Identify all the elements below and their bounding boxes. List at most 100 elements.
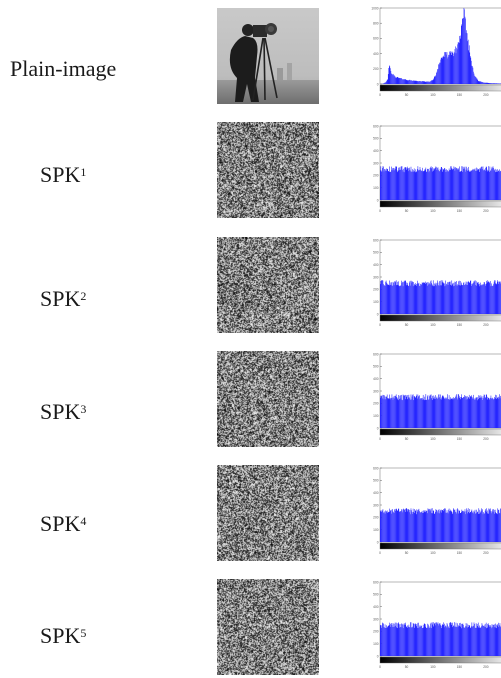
x-tick-label: 150 bbox=[457, 323, 463, 327]
x-tick-label: 200 bbox=[483, 437, 489, 441]
histogram-bar bbox=[393, 168, 394, 200]
y-tick-label: 0 bbox=[377, 312, 379, 316]
histogram-bar bbox=[448, 626, 449, 656]
histogram-bar bbox=[469, 171, 470, 200]
histogram-bar bbox=[459, 398, 460, 428]
histogram-bar bbox=[460, 623, 461, 656]
histogram-bar bbox=[449, 170, 450, 200]
histogram-bar bbox=[436, 166, 437, 200]
histogram-bar bbox=[451, 55, 452, 84]
y-tick-label: 500 bbox=[373, 251, 379, 255]
histogram-bar bbox=[468, 512, 469, 542]
histogram-bar bbox=[409, 80, 410, 84]
histogram-bar bbox=[450, 622, 451, 656]
histogram-bar bbox=[411, 627, 412, 656]
histogram-bar bbox=[440, 399, 441, 428]
histogram-bar bbox=[456, 512, 457, 542]
histogram-bar bbox=[454, 283, 455, 314]
histogram-bar bbox=[469, 52, 470, 84]
histogram-bar bbox=[385, 286, 386, 314]
histogram-bar bbox=[418, 81, 419, 84]
histogram-bar bbox=[444, 624, 445, 656]
histogram-bar bbox=[463, 169, 464, 200]
histogram-bar bbox=[411, 508, 412, 542]
histogram-bar bbox=[451, 280, 452, 314]
histogram-bar bbox=[395, 167, 396, 200]
histogram-bar bbox=[473, 626, 474, 656]
histogram-bar bbox=[407, 509, 408, 542]
histogram-bar bbox=[411, 281, 412, 314]
histogram-bar bbox=[436, 625, 437, 656]
histogram-bar bbox=[455, 627, 456, 656]
histogram-bar bbox=[482, 169, 483, 200]
histogram-bar bbox=[424, 169, 425, 200]
histogram-bar bbox=[438, 513, 439, 542]
histogram-bar bbox=[465, 626, 466, 656]
histogram-bar bbox=[413, 623, 414, 656]
histogram-bar bbox=[413, 400, 414, 428]
histogram-bar bbox=[450, 285, 451, 314]
histogram-bar bbox=[498, 514, 499, 542]
histogram-bar bbox=[480, 286, 481, 314]
histogram-bar bbox=[403, 282, 404, 314]
histogram-bar bbox=[413, 80, 414, 84]
histogram-bar bbox=[417, 628, 418, 656]
histogram-bar bbox=[396, 285, 397, 314]
histogram-chart: 10008006004002000050100150200250 bbox=[370, 4, 501, 106]
histogram-bar bbox=[395, 396, 396, 428]
x-tick-label: 150 bbox=[457, 665, 463, 669]
y-tick-label: 300 bbox=[373, 389, 379, 393]
histogram-bar bbox=[444, 170, 445, 200]
histogram-bar bbox=[441, 399, 442, 428]
histogram-bar bbox=[486, 508, 487, 542]
histogram-bar bbox=[382, 510, 383, 542]
histogram-bar bbox=[390, 512, 391, 542]
histogram-bar bbox=[431, 80, 432, 84]
histogram-bar bbox=[408, 628, 409, 656]
histogram-bar bbox=[410, 400, 411, 428]
histogram-bar bbox=[390, 66, 391, 84]
histogram-bar bbox=[491, 83, 492, 84]
histogram-bar bbox=[414, 168, 415, 200]
histogram-bar bbox=[452, 170, 453, 200]
histogram-bar bbox=[476, 397, 477, 428]
histogram-bar bbox=[384, 171, 385, 200]
histogram-bar bbox=[424, 624, 425, 656]
histogram-bar bbox=[387, 627, 388, 656]
histogram-bar bbox=[414, 284, 415, 314]
histogram-bar bbox=[433, 80, 434, 84]
histogram-bar bbox=[500, 623, 501, 656]
histogram-bar bbox=[440, 170, 441, 200]
histogram-bar bbox=[456, 168, 457, 200]
histogram-bar bbox=[475, 171, 476, 200]
histogram-bar bbox=[402, 170, 403, 200]
histogram-bar bbox=[460, 281, 461, 314]
histogram-bar bbox=[387, 398, 388, 428]
histogram-bar bbox=[449, 400, 450, 428]
histogram-bar bbox=[387, 510, 388, 542]
histogram-bar bbox=[479, 81, 480, 84]
histogram-bar bbox=[413, 394, 414, 428]
histogram-bar bbox=[412, 281, 413, 314]
histogram-bar bbox=[476, 78, 477, 84]
histogram-bar bbox=[420, 167, 421, 200]
histogram-bar bbox=[433, 168, 434, 200]
histogram-bar bbox=[481, 396, 482, 428]
histogram-bar bbox=[485, 168, 486, 200]
histogram-bar bbox=[497, 397, 498, 428]
spk1-cipher-image-thumbnail bbox=[217, 122, 319, 218]
histogram-chart: 6005004003002001000050100150200250 bbox=[370, 350, 501, 450]
histogram-bar bbox=[456, 281, 457, 314]
histogram-bar bbox=[497, 280, 498, 314]
histogram-bar bbox=[445, 509, 446, 542]
histogram-bar bbox=[438, 283, 439, 314]
histogram-bar bbox=[489, 625, 490, 656]
histogram-bar bbox=[493, 83, 494, 84]
histogram-bar bbox=[489, 172, 490, 200]
histogram-bar bbox=[445, 398, 446, 428]
histogram-bar bbox=[396, 397, 397, 428]
histogram-bar bbox=[434, 77, 435, 84]
histogram-bar bbox=[484, 83, 485, 84]
histogram-bar bbox=[461, 171, 462, 200]
histogram-bar bbox=[393, 75, 394, 84]
